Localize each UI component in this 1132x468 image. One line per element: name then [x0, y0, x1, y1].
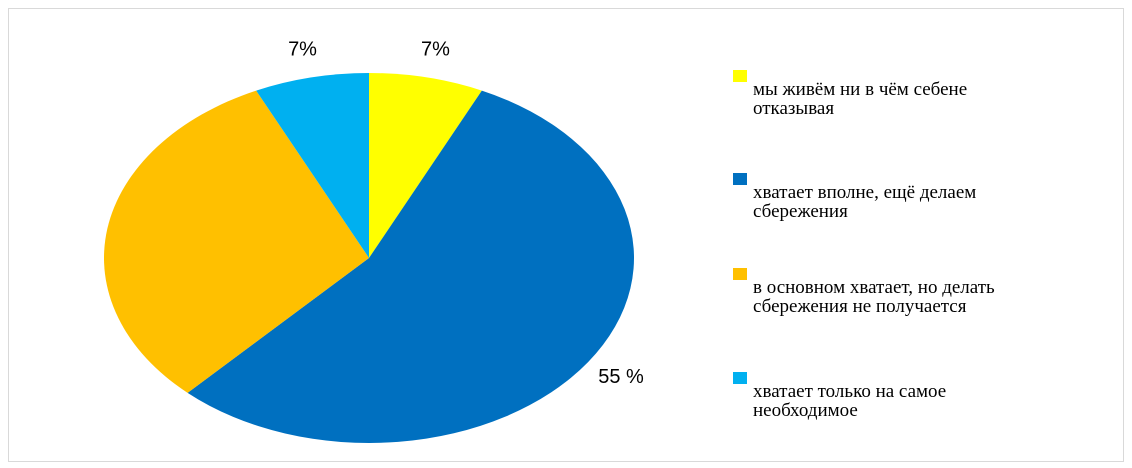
pie-slice — [187, 90, 634, 443]
pie-slice — [103, 90, 370, 393]
legend-label: хватает только на самое необходимое — [753, 381, 947, 421]
data-label: 55 % — [598, 366, 644, 388]
legend-label: хватает вполне, ещё делаем сбережения — [753, 182, 977, 222]
legend-swatch — [733, 173, 747, 185]
legend-swatch — [733, 372, 747, 384]
pie-slice — [369, 73, 482, 258]
legend-label: в основном хватает, но делать сбережения… — [753, 277, 995, 317]
legend-label: мы живём ни в чём себене отказывая — [753, 79, 968, 119]
data-label: 7% — [421, 39, 450, 61]
data-label: 7% — [288, 39, 317, 61]
legend-swatch — [733, 268, 747, 280]
chart-frame — [8, 8, 1124, 462]
pie-slice — [256, 73, 369, 258]
legend-swatch — [733, 70, 747, 82]
